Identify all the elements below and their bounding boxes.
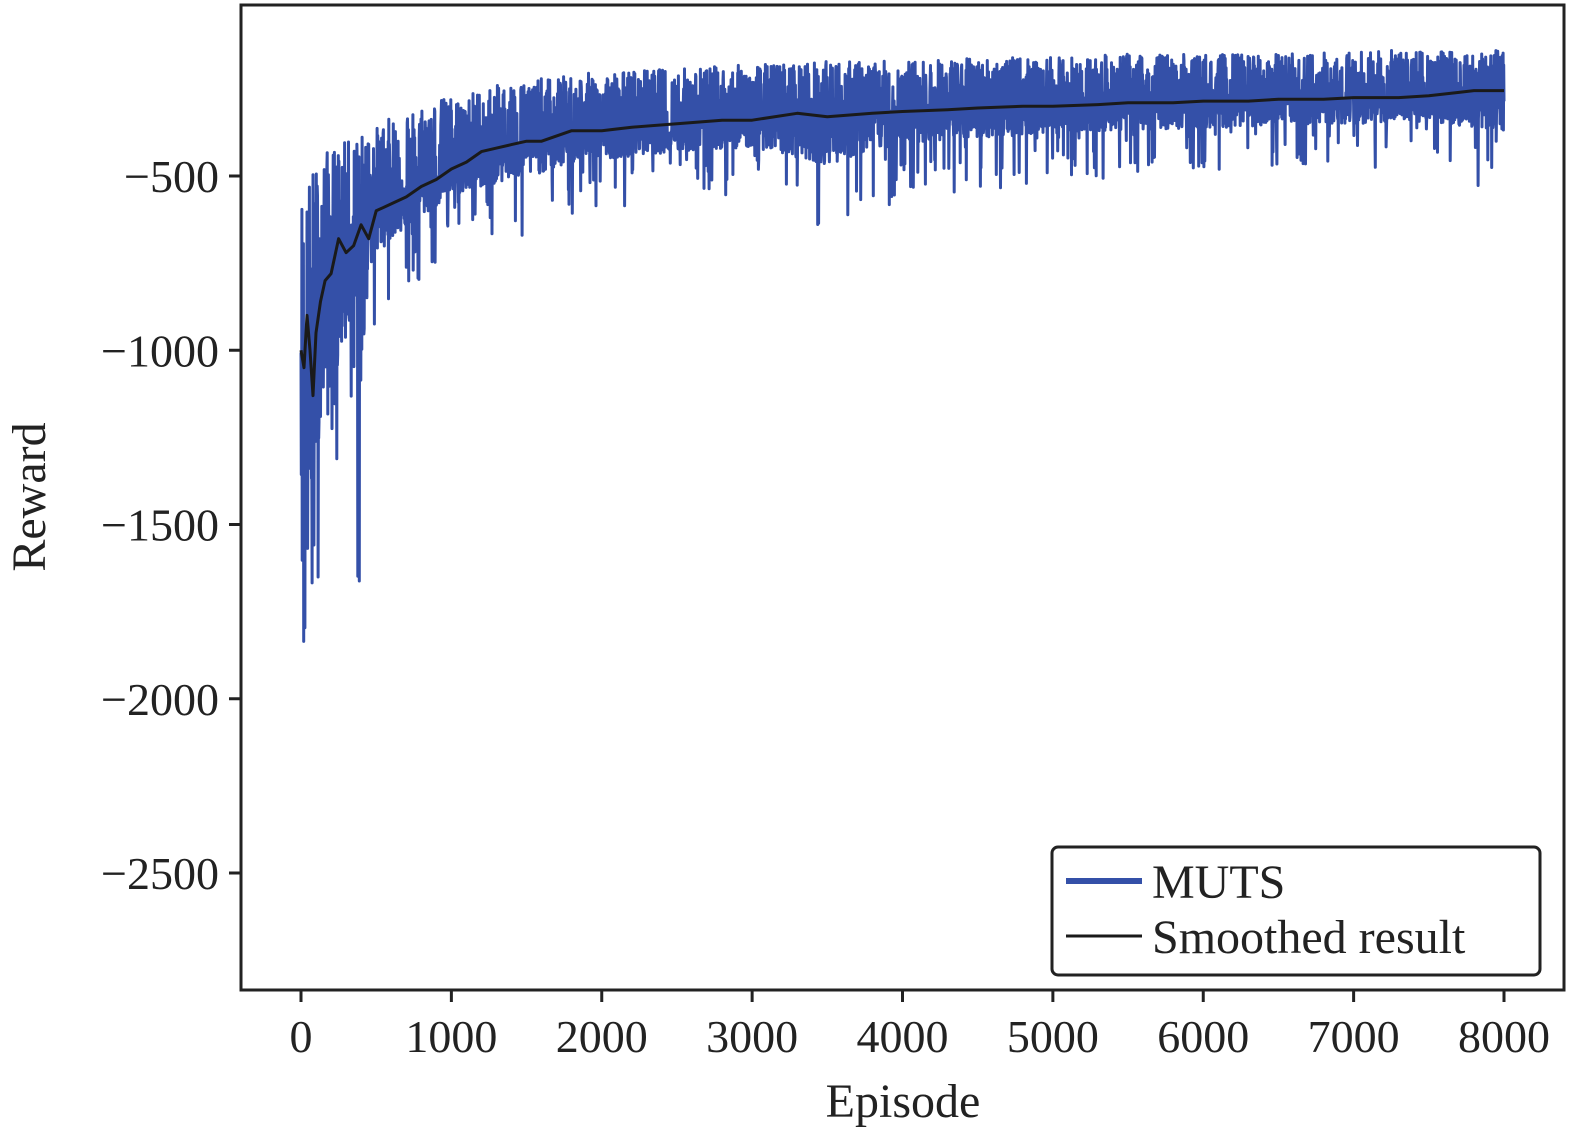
y-tick-label: −1000 bbox=[101, 325, 219, 376]
x-tick-label: 5000 bbox=[1007, 1011, 1099, 1062]
x-tick-label: 4000 bbox=[857, 1011, 949, 1062]
y-tick-label: −2500 bbox=[101, 848, 219, 899]
y-tick-label: −1500 bbox=[101, 500, 219, 551]
x-tick-label: 1000 bbox=[405, 1011, 497, 1062]
x-tick-label: 8000 bbox=[1458, 1011, 1550, 1062]
y-axis-label: Reward bbox=[3, 422, 56, 571]
y-tick-label: −500 bbox=[124, 151, 219, 202]
x-tick-label: 7000 bbox=[1308, 1011, 1400, 1062]
legend-box bbox=[1050, 845, 1542, 977]
x-axis-ticks: 0 1000 2000 3000 4000 5000 6000 7000 8000 bbox=[290, 990, 1550, 1062]
y-axis-ticks: −500 −1000 −1500 −2000 −2500 bbox=[101, 151, 241, 899]
x-tick-label: 0 bbox=[290, 1011, 313, 1062]
series-line-muts bbox=[299, 49, 1506, 643]
legend-label-smoothed: Smoothed result bbox=[1152, 911, 1466, 964]
x-tick-label: 3000 bbox=[706, 1011, 798, 1062]
legend: MUTS Smoothed result bbox=[1050, 845, 1542, 977]
x-tick-label: 6000 bbox=[1157, 1011, 1249, 1062]
x-tick-label: 2000 bbox=[556, 1011, 648, 1062]
series-line-smoothed bbox=[299, 89, 1504, 398]
y-tick-label: −2000 bbox=[101, 674, 219, 725]
series-layer bbox=[299, 49, 1506, 643]
legend-label-muts: MUTS bbox=[1152, 856, 1285, 909]
x-axis-label: Episode bbox=[826, 1075, 981, 1128]
